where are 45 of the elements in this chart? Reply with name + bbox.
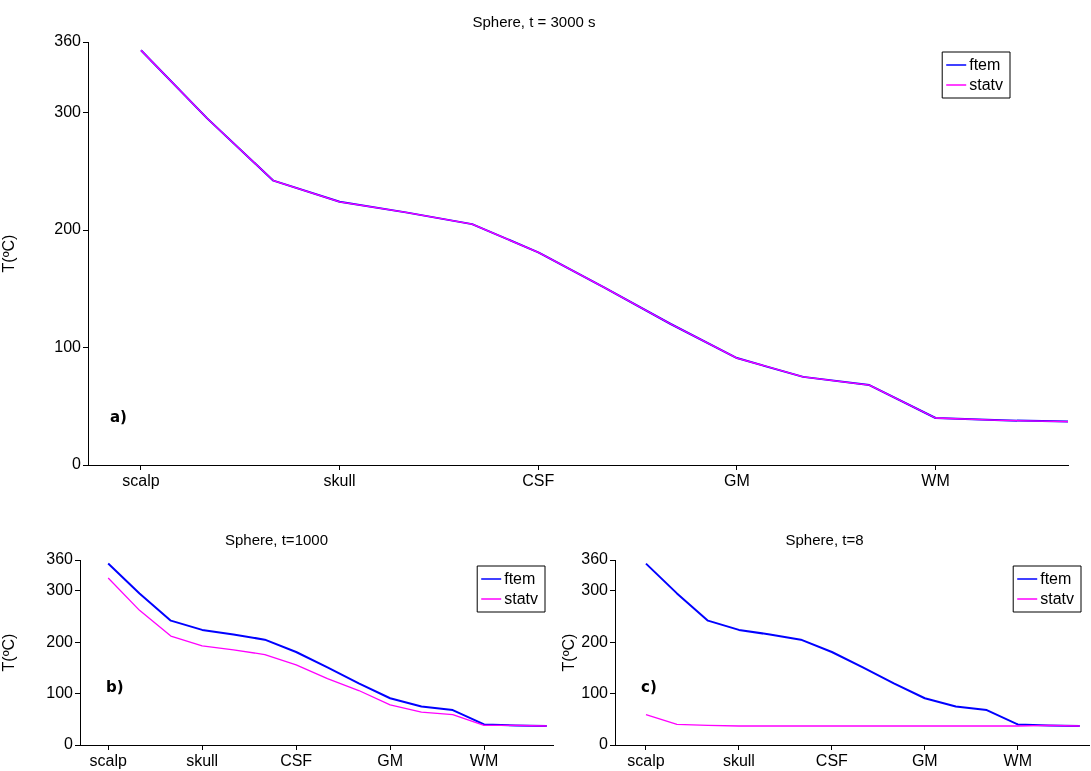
x-tick-label: CSF [815, 752, 849, 770]
y-tick-label: 200 [54, 220, 82, 238]
x-tick-label: skull [186, 752, 219, 770]
y-tick-label: 0 [72, 455, 82, 473]
x-tick-label: WM [469, 752, 499, 770]
x-tick-label: skull [323, 472, 356, 490]
x-tick-label: skull [722, 752, 755, 770]
annotation: a) [110, 407, 127, 426]
chart-title: Sphere, t=8 [785, 531, 864, 549]
x-tick-label: WM [1003, 752, 1032, 770]
y-tick-label: 300 [581, 581, 609, 599]
legend-label: statv [504, 590, 539, 608]
legend-label: ftem [1040, 570, 1072, 588]
x-tick-label: scalp [89, 752, 127, 770]
legend-label: statv [969, 76, 1004, 94]
y-tick-label: 200 [46, 632, 74, 650]
x-tick-label: CSF [522, 472, 555, 490]
annotation: c) [641, 677, 657, 696]
y-tick-label: 0 [599, 735, 609, 753]
y-axis-title: T(ºC) [0, 234, 18, 273]
annotation: b) [106, 677, 124, 696]
y-tick-label: 360 [581, 550, 609, 568]
y-tick-label: 200 [581, 632, 609, 650]
x-tick-label: WM [921, 472, 950, 490]
y-tick-label: 0 [64, 735, 74, 753]
y-tick-label: 300 [46, 581, 74, 599]
y-tick-label: 360 [46, 550, 74, 568]
y-axis-title: T(ºC) [560, 633, 578, 672]
chart-title: Sphere, t=1000 [224, 531, 329, 549]
legend-label: statv [1040, 590, 1075, 608]
y-tick-label: 100 [54, 337, 82, 355]
x-tick-label: scalp [122, 472, 160, 490]
y-tick-label: 360 [54, 32, 82, 50]
x-tick-label: scalp [627, 752, 665, 770]
chart-title: Sphere, t = 3000 s [472, 13, 596, 31]
legend-label: ftem [969, 56, 1001, 74]
x-tick-label: GM [377, 752, 403, 770]
y-tick-label: 100 [581, 684, 609, 702]
y-tick-label: 100 [46, 684, 74, 702]
y-tick-label: 300 [54, 102, 82, 120]
legend-label: ftem [504, 570, 536, 588]
x-tick-label: CSF [280, 752, 313, 770]
y-axis-title: T(ºC) [0, 633, 18, 672]
x-tick-label: GM [911, 752, 938, 770]
x-tick-label: GM [724, 472, 750, 490]
